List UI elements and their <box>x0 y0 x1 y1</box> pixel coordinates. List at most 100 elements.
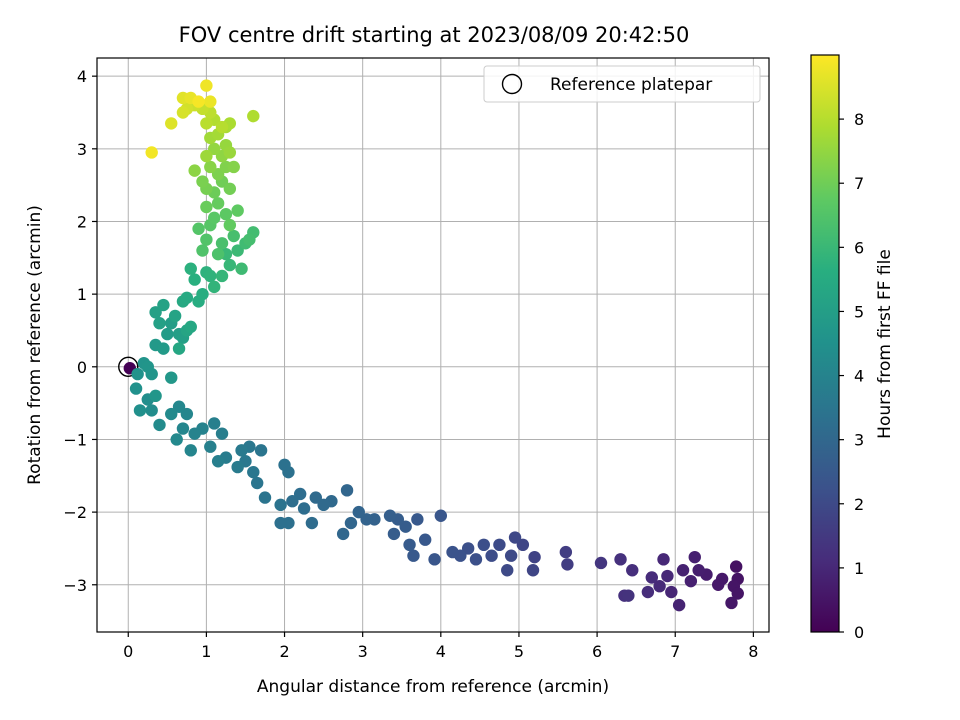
scatter-point <box>227 160 240 174</box>
scatter-point <box>641 585 655 599</box>
scatter-point <box>211 455 225 468</box>
scatter-point <box>231 460 244 474</box>
scatter-points <box>118 79 744 612</box>
y-tick-label: 0 <box>77 358 87 377</box>
scatter-point <box>418 533 432 546</box>
scatter-point <box>184 444 197 457</box>
scatter-point <box>501 564 514 577</box>
y-axis-label: Rotation from reference (arcmin) <box>25 205 45 485</box>
scatter-point <box>344 516 358 530</box>
scatter-point <box>657 553 670 566</box>
scatter-point <box>157 342 170 355</box>
x-tick-label: 4 <box>436 642 446 661</box>
scatter-point <box>428 553 441 566</box>
scatter-point <box>661 569 674 583</box>
x-tick-label: 0 <box>123 642 133 661</box>
scatter-point <box>170 433 183 446</box>
scatter-point <box>399 520 412 533</box>
scatter-point <box>200 117 213 130</box>
scatter-point <box>403 538 416 552</box>
scatter-point <box>461 542 475 555</box>
scatter-point <box>200 200 213 214</box>
scatter-point <box>243 233 256 246</box>
scatter-point <box>561 558 574 571</box>
scatter-point <box>188 273 201 286</box>
y-tick-label: 4 <box>77 67 87 86</box>
scatter-point <box>297 502 311 515</box>
x-tick-label: 3 <box>358 642 368 661</box>
scatter-point <box>215 120 229 134</box>
colorbar-tick-label: 5 <box>854 302 864 321</box>
scatter-point <box>387 527 401 541</box>
reference-platepar-marker <box>118 356 139 377</box>
scatter-point <box>176 106 190 119</box>
scatter-point <box>145 146 158 159</box>
scatter-point <box>688 550 701 564</box>
scatter-point <box>559 545 573 559</box>
scatter-point <box>258 491 272 504</box>
x-tick-label: 6 <box>592 642 602 661</box>
scatter-point <box>180 291 194 304</box>
scatter-point <box>729 560 743 573</box>
scatter-point <box>208 142 221 156</box>
scatter-point <box>626 564 639 577</box>
scatter-point <box>215 427 229 440</box>
scatter-point <box>196 175 209 188</box>
scatter-point <box>340 484 354 497</box>
x-tick-label: 8 <box>748 642 758 661</box>
scatter-point <box>192 222 205 235</box>
scatter-point <box>161 327 174 341</box>
scatter-point <box>254 444 268 457</box>
scatter-point <box>180 407 194 421</box>
scatter-point <box>208 417 221 430</box>
scatter-point <box>165 407 178 421</box>
scatter-point <box>200 149 213 163</box>
x-tick-label: 7 <box>670 642 680 661</box>
scatter-point <box>731 587 744 600</box>
scatter-point <box>215 269 229 283</box>
scatter-point <box>231 204 244 217</box>
x-axis-ticks: 0 1 2 3 4 5 6 7 8 <box>123 632 758 661</box>
x-axis-label: Angular distance from reference (arcmin) <box>257 677 609 697</box>
scatter-point <box>231 244 244 257</box>
chart-title: FOV centre drift starting at 2023/08/09 … <box>179 23 690 47</box>
scatter-point <box>192 95 205 108</box>
scatter-point <box>157 298 170 312</box>
scatter-point <box>153 317 166 330</box>
scatter-point <box>725 596 738 610</box>
colorbar-tick-label: 0 <box>854 623 864 642</box>
y-tick-label: −1 <box>63 430 87 449</box>
scatter-point <box>145 404 158 417</box>
scatter-point <box>282 465 295 479</box>
scatter-point <box>653 580 666 593</box>
y-tick-label: 3 <box>77 140 87 159</box>
scatter-point <box>131 367 144 381</box>
scatter-point <box>200 79 213 92</box>
y-tick-label: 1 <box>77 285 87 304</box>
x-tick-label: 5 <box>514 642 524 661</box>
scatter-point <box>684 574 698 588</box>
scatter-point <box>133 404 147 417</box>
scatter-point <box>211 247 225 261</box>
colorbar-tick-label: 7 <box>854 174 864 193</box>
scatter-point <box>196 244 209 257</box>
y-axis-ticks: −3 −2 −1 0 1 2 3 4 <box>63 67 97 595</box>
scatter-point <box>211 197 225 210</box>
scatter-point <box>223 182 237 195</box>
x-tick-label: 1 <box>201 642 211 661</box>
scatter-point <box>485 549 498 562</box>
scatter-point <box>352 505 365 519</box>
legend-box <box>483 65 761 103</box>
scatter-point <box>223 258 237 272</box>
scatter-point <box>153 418 166 432</box>
scatter-point <box>184 320 197 334</box>
y-tick-label: 2 <box>77 212 87 231</box>
scatter-point <box>188 164 201 177</box>
scatter-point <box>176 422 190 435</box>
scatter-point <box>504 549 518 562</box>
legend-label: Reference platepar <box>550 75 712 95</box>
scatter-point <box>672 598 686 612</box>
scatter-point <box>665 585 678 599</box>
scatter-point <box>446 545 459 559</box>
y-tick-label: −3 <box>63 576 87 595</box>
